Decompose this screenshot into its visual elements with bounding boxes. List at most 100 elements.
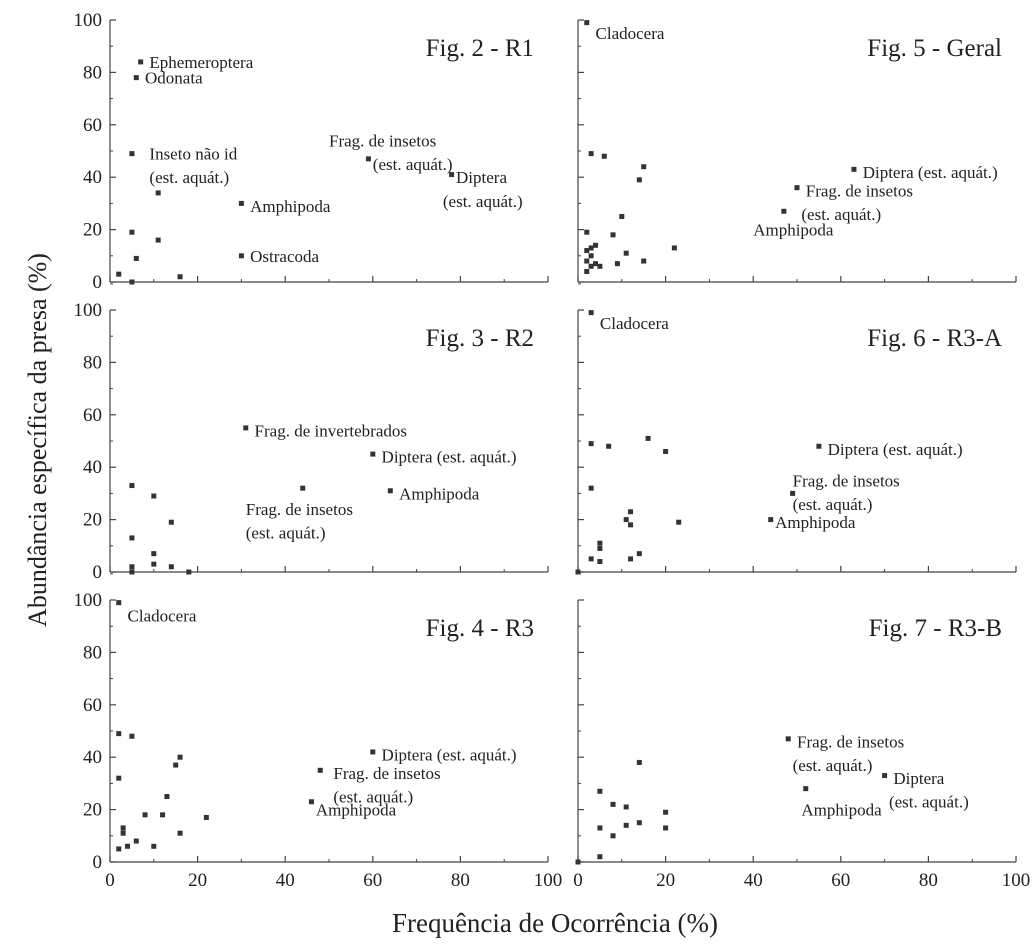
data-point — [619, 214, 625, 219]
data-point — [116, 846, 122, 852]
point-annotation: Amphipoda — [250, 197, 331, 216]
data-point — [588, 556, 594, 562]
point-annotation: (est. aquát.) — [246, 524, 326, 543]
data-point — [129, 151, 135, 157]
point-annotation: Frag. de insetos — [246, 500, 353, 519]
data-point — [155, 237, 161, 243]
data-point — [151, 843, 157, 849]
x-tick-label: 60 — [363, 870, 382, 891]
data-point — [300, 485, 306, 491]
data-point — [575, 569, 581, 575]
data-point — [588, 441, 594, 447]
data-point — [636, 759, 642, 765]
data-point — [588, 253, 594, 259]
data-point — [133, 75, 139, 81]
point-annotation: Frag. de invertebrados — [255, 422, 407, 441]
data-point — [133, 838, 139, 844]
y-tick-label: 100 — [74, 10, 103, 31]
data-point — [584, 20, 590, 26]
point-annotation: Diptera (est. aquát.) — [828, 440, 963, 459]
point-annotation: Ostracoda — [250, 247, 319, 266]
x-tick-label: 20 — [188, 870, 207, 891]
point-annotation: Cladocera — [600, 314, 669, 333]
data-point — [238, 253, 244, 259]
data-point — [129, 569, 135, 575]
data-point — [597, 263, 603, 269]
data-point — [584, 248, 590, 254]
point-annotation: Amphipoda — [316, 801, 397, 820]
x-tick-label: 20 — [656, 870, 675, 891]
data-point — [671, 245, 677, 251]
y-tick-label: 0 — [93, 852, 103, 873]
panel-title: Fig. 2 - R1 — [426, 35, 534, 62]
data-point — [365, 156, 371, 162]
point-annotation: Frag. de insetos — [329, 132, 436, 151]
point-annotation: (est. aquát.) — [333, 788, 413, 807]
data-point — [676, 519, 682, 525]
panel-title: Fig. 3 - R2 — [426, 325, 534, 352]
data-point — [882, 773, 888, 779]
x-tick-label: 100 — [534, 870, 563, 891]
data-point — [597, 854, 603, 860]
y-tick-label: 40 — [83, 167, 102, 188]
data-point — [601, 153, 607, 159]
y-tick-label: 80 — [83, 352, 102, 373]
point-annotation: Diptera (est. aquát.) — [382, 448, 517, 467]
data-point — [116, 600, 122, 606]
data-point — [243, 425, 249, 431]
y-tick-label: 60 — [83, 405, 102, 426]
data-point — [623, 250, 629, 256]
data-point — [168, 564, 174, 570]
y-tick-label: 20 — [83, 510, 102, 531]
x-tick-label: 40 — [276, 870, 295, 891]
point-annotation: (est. aquát.) — [793, 756, 873, 775]
data-point — [151, 493, 157, 499]
shared-x-axis-label: Frequência de Ocorrência (%) — [392, 908, 718, 938]
data-point — [785, 736, 791, 742]
data-point — [155, 190, 161, 196]
data-point — [663, 809, 669, 815]
data-point — [641, 164, 647, 170]
point-annotation: Odonata — [145, 69, 203, 88]
data-point — [781, 208, 787, 214]
y-tick-label: 40 — [83, 747, 102, 768]
panel-3: 0 20 40 60 80 100 Fig. 3 - R2 Frag. de inverteb… — [74, 283, 549, 583]
data-point — [575, 859, 581, 865]
data-point — [308, 799, 314, 805]
point-annotation: Diptera — [893, 769, 944, 788]
point-annotation: (est. aquát.) — [793, 495, 873, 514]
point-annotation: (est. aquát.) — [889, 793, 969, 812]
data-point — [120, 825, 126, 831]
data-point — [794, 185, 800, 191]
panel-6: 0 20 40 60 80 100 Fig. 7 - R3-B Frag. de inseto… — [573, 573, 1030, 891]
point-annotation: (est. aquát.) — [373, 155, 453, 174]
data-point — [129, 564, 135, 570]
x-tick-label: 40 — [744, 870, 763, 891]
data-point — [628, 522, 634, 528]
data-point — [238, 200, 244, 206]
data-point — [370, 451, 376, 457]
y-tick-label: 80 — [83, 642, 102, 663]
panel-1: 0 20 40 60 80 100 Fig. 2 - R1 EphemeropteraOdon… — [74, 10, 549, 293]
data-point — [628, 509, 634, 515]
data-point — [663, 825, 669, 831]
data-point — [597, 788, 603, 794]
data-point — [177, 754, 183, 760]
point-annotation: Frag. de insetos — [793, 471, 900, 490]
x-tick-label: 0 — [105, 870, 115, 891]
data-point — [628, 556, 634, 562]
data-point — [588, 151, 594, 157]
data-point — [803, 786, 809, 792]
x-tick-label: 60 — [831, 870, 850, 891]
data-point — [614, 261, 620, 267]
panel-title: Fig. 7 - R3-B — [869, 615, 1002, 642]
data-point — [120, 830, 126, 836]
panel-title: Fig. 6 - R3-A — [867, 325, 1002, 352]
data-point — [160, 812, 166, 818]
y-tick-label: 60 — [83, 115, 102, 136]
y-tick-label: 20 — [83, 800, 102, 821]
y-tick-label: 40 — [83, 457, 102, 478]
panel-2: Fig. 5 - Geral Cladocera Diptera (est. aqu… — [577, 19, 1017, 283]
data-point — [610, 833, 616, 839]
